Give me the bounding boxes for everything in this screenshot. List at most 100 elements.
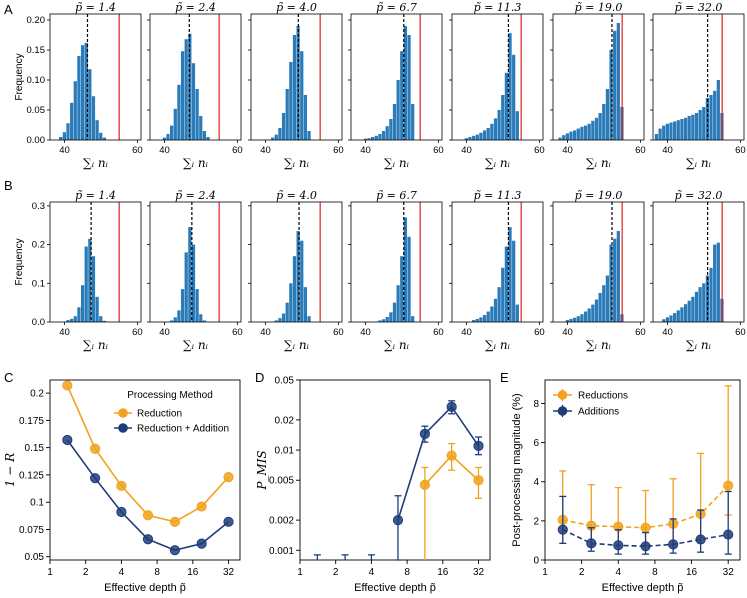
legend-label: Reduction xyxy=(137,409,182,420)
hist-bar xyxy=(602,104,606,140)
series-reduction xyxy=(62,380,234,527)
hist-bar xyxy=(565,320,569,322)
chart-e: 1 2 4 8 16 32 0 2 4 6 8 Effective depth p̃ Post-proc… xyxy=(511,379,741,594)
hist-title: p̃ = 4.0 xyxy=(276,189,317,202)
hist-panel-0-1: p̃ = 2.4 40 60 ∑ᵢ nᵢ xyxy=(147,1,243,170)
x-tick-label: 40 xyxy=(461,327,472,338)
hist-bar xyxy=(691,114,695,140)
axes-frame xyxy=(552,201,645,323)
hist-bar xyxy=(202,320,207,322)
hist-bar xyxy=(303,287,308,322)
hist-bar xyxy=(177,310,181,322)
hist-bar xyxy=(698,287,702,322)
x-tick-label: 60 xyxy=(433,145,444,156)
x-tick-label: 2 xyxy=(579,567,585,578)
x-tick-label: 8 xyxy=(652,567,658,578)
hist-panel-0-5: p̃ = 19.0 40 60 ∑ᵢ nᵢ xyxy=(550,1,646,170)
hist-bar xyxy=(562,135,566,140)
data-point xyxy=(89,443,101,454)
axes-frame xyxy=(250,201,343,323)
hist-bar xyxy=(77,307,81,322)
axes-frame xyxy=(451,13,544,141)
series-reduction xyxy=(419,442,484,560)
y-tick-label: 2 xyxy=(533,516,539,527)
hist-bar xyxy=(493,118,498,140)
data-point xyxy=(116,480,127,491)
data-point xyxy=(142,510,154,521)
hist-bar xyxy=(594,299,599,322)
hist-bar xyxy=(102,320,107,322)
y-tick-label: 0.20 xyxy=(27,15,46,26)
hist-bar xyxy=(162,137,166,140)
hist-xlabel: ∑ᵢ nᵢ xyxy=(586,338,612,352)
panel-label-c: C xyxy=(4,370,13,385)
data-point xyxy=(392,515,404,526)
hist-bar xyxy=(73,81,77,140)
hist-bar xyxy=(669,122,673,140)
hist-xlabel: ∑ᵢ nᵢ xyxy=(284,156,310,170)
data-point xyxy=(668,539,679,550)
hist-bar xyxy=(583,311,588,322)
hist-bar xyxy=(396,80,400,140)
hist-bar xyxy=(199,116,203,140)
x-tick-label: 4 xyxy=(119,567,125,578)
hist-bar xyxy=(605,275,610,322)
hist-bar xyxy=(191,244,196,322)
hist-bar xyxy=(378,134,382,140)
x-tick-label: 60 xyxy=(232,145,243,156)
x-tick-label: 60 xyxy=(132,145,143,156)
data-point xyxy=(89,473,101,484)
data-point xyxy=(169,516,180,527)
hist-bar xyxy=(289,283,293,322)
hist-bar xyxy=(84,246,88,322)
hist-bar xyxy=(673,313,677,322)
hist-bar xyxy=(475,134,479,140)
y-tick-label: 0.05 xyxy=(275,376,295,387)
x-tick-label: 60 xyxy=(132,327,143,338)
hist-bar xyxy=(497,287,501,322)
x-tick-label: 60 xyxy=(333,327,344,338)
x-tick-label: 40 xyxy=(461,145,472,156)
hist-bar xyxy=(493,298,498,322)
hist-bar xyxy=(587,123,591,140)
data-point xyxy=(473,440,484,452)
data-point xyxy=(223,471,234,483)
data-point xyxy=(419,479,430,490)
panel-label-b: B xyxy=(4,178,13,193)
hist-xlabel: ∑ᵢ nᵢ xyxy=(83,338,109,352)
hist-bar xyxy=(680,119,684,140)
data-point xyxy=(473,475,484,486)
x-tick-label: 40 xyxy=(662,327,673,338)
x-axis-label: Effective depth p̃ xyxy=(354,582,436,594)
x-tick-label: 32 xyxy=(223,567,235,578)
hist-bar xyxy=(680,307,684,322)
hist-bar xyxy=(716,242,720,322)
x-tick-label: 60 xyxy=(735,327,746,338)
y-tick-label: 0.175 xyxy=(19,416,44,427)
hist-xlabel: ∑ᵢ nᵢ xyxy=(686,338,712,352)
hist-xlabel: ∑ᵢ nᵢ xyxy=(183,338,209,352)
hist-bar xyxy=(497,110,501,140)
hist-title: p̃ = 19.0 xyxy=(575,189,623,202)
data-point xyxy=(62,434,73,446)
data-point xyxy=(196,501,207,512)
legend-marker xyxy=(557,406,568,416)
series-line xyxy=(66,385,230,523)
hist-bar xyxy=(407,236,411,322)
panel-label-d: D xyxy=(255,370,264,385)
hist-bar xyxy=(565,133,569,140)
hist-bar xyxy=(662,319,666,322)
hist-bar xyxy=(694,291,699,322)
hist-bar xyxy=(73,316,77,322)
hist-bar xyxy=(303,95,308,140)
hist-bar xyxy=(691,296,695,322)
hist-title: p̃ = 19.0 xyxy=(575,1,623,14)
y-tick-label: 0.15 xyxy=(27,45,46,56)
hist-panel-1-1: p̃ = 2.4 40 60 ∑ᵢ nᵢ xyxy=(147,189,243,352)
hist-bar xyxy=(464,138,468,140)
y-tick-label: 8 xyxy=(533,399,539,410)
hist-title: p̃ = 2.4 xyxy=(175,1,216,14)
hist-bar xyxy=(170,125,174,140)
x-tick-label: 40 xyxy=(360,145,371,156)
hist-bar xyxy=(191,63,196,141)
